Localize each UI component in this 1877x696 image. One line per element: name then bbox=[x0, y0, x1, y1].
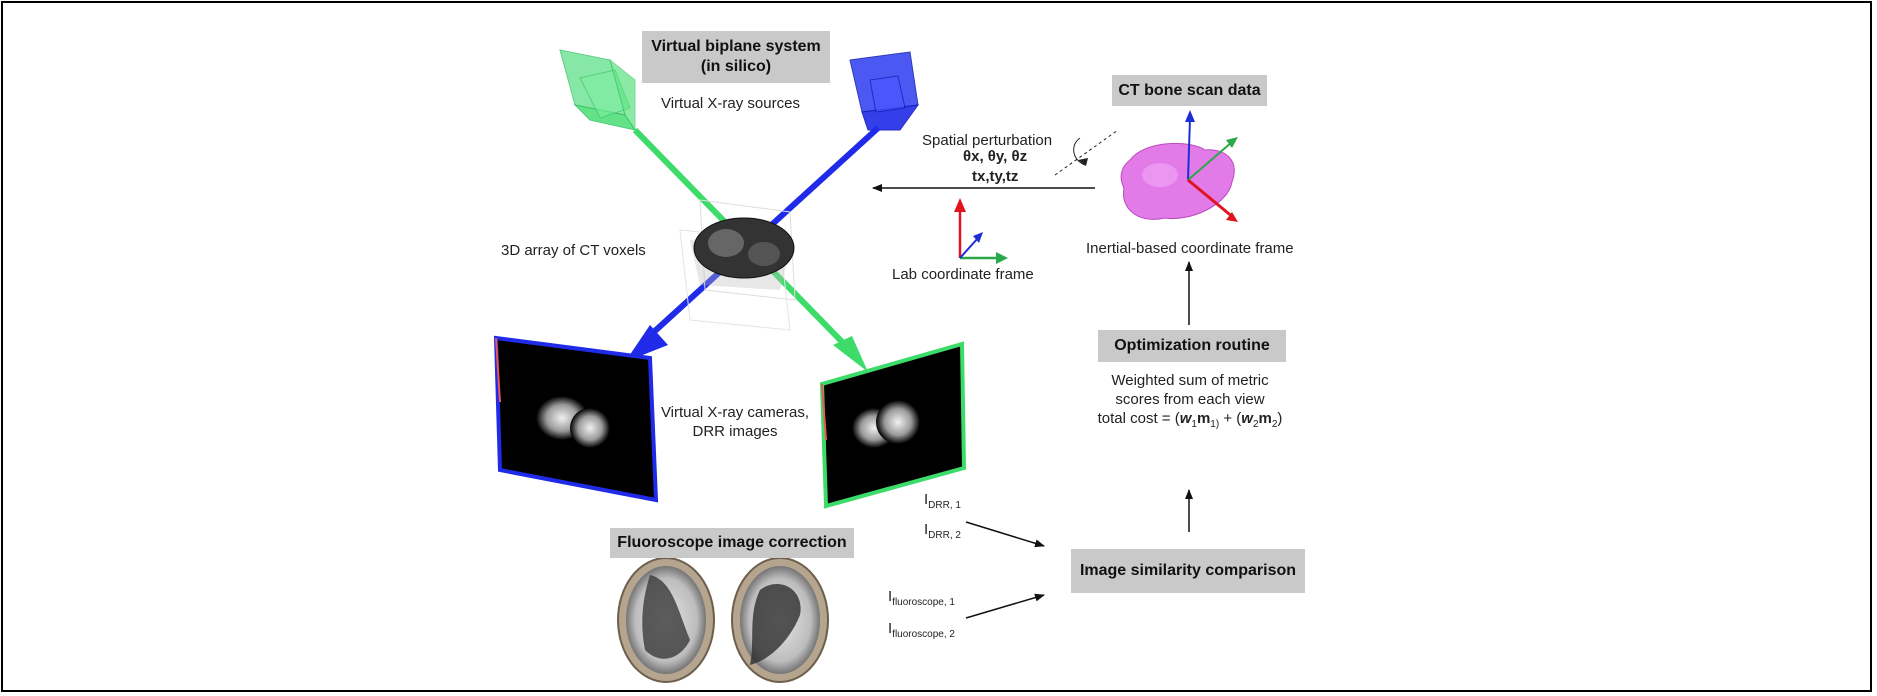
metric-1: m bbox=[1196, 410, 1211, 427]
cost-mid: + ( bbox=[1219, 410, 1242, 427]
ct-voxels-label: 3D array of CT voxels bbox=[501, 242, 646, 259]
green-xray-source-icon bbox=[559, 49, 637, 132]
left-drr-detector bbox=[493, 335, 659, 503]
metric-2-sub: 2 bbox=[1271, 419, 1278, 430]
cameras-label: Virtual X-ray cameras, DRR images bbox=[655, 403, 815, 441]
ct-bone-model bbox=[1120, 142, 1235, 220]
cost-prefix: total cost = ( bbox=[1097, 410, 1180, 427]
xray-sources-label: Virtual X-ray sources bbox=[661, 95, 800, 112]
weight-1-sub: 1 bbox=[1191, 419, 1197, 430]
similarity-box: Image similarity comparison bbox=[1071, 549, 1305, 593]
blue-beam-arrowhead bbox=[625, 325, 668, 362]
ct-bone-scan-box: CT bone scan data bbox=[1112, 75, 1267, 106]
i-fluoro-2-label: Ifluoroscope, 2 bbox=[888, 619, 955, 644]
lab-frame-axes-icon bbox=[954, 198, 1008, 264]
metric-2: m bbox=[1258, 410, 1272, 427]
i-fluoro-1-sub: fluoroscope, 1 bbox=[892, 597, 955, 608]
cost-suffix: ) bbox=[1277, 410, 1283, 427]
i-drr-2-sub: DRR, 2 bbox=[928, 530, 961, 541]
i-drr-1-label: IDRR, 1 bbox=[924, 490, 961, 515]
i-drr-1-letter: I bbox=[924, 491, 929, 508]
lab-frame-label: Lab coordinate frame bbox=[892, 266, 1034, 283]
weighted-sum-label: Weighted sum of metric scores from each … bbox=[1080, 371, 1300, 434]
total-cost-formula: total cost = (w1m1) + (w2m2) bbox=[1080, 409, 1300, 434]
rotation-params-label: θx, θy, θz bbox=[963, 148, 1028, 165]
fluoroscope-to-similarity-arrow bbox=[965, 593, 1045, 619]
green-beam-arrowhead bbox=[833, 336, 868, 372]
fluoroscope-correction-box: Fluoroscope image correction bbox=[610, 528, 854, 558]
ct-bone-volume bbox=[693, 217, 795, 279]
weight-1: w bbox=[1179, 410, 1192, 427]
optimization-box: Optimization routine bbox=[1098, 330, 1286, 362]
i-drr-2-label: IDRR, 2 bbox=[924, 520, 961, 545]
blue-xray-source-icon bbox=[849, 51, 920, 131]
fluoroscope-image-2 bbox=[731, 557, 829, 683]
i-fluoro-2-sub: fluoroscope, 2 bbox=[892, 629, 955, 640]
translation-params-label: tx,ty,tz bbox=[972, 168, 1019, 185]
weight-2-sub: 2 bbox=[1252, 419, 1259, 430]
virtual-biplane-box: Virtual biplane system (in silico) bbox=[642, 31, 830, 83]
i-fluoro-2-letter: I bbox=[888, 620, 893, 637]
virtual-biplane-subtitle: (in silico) bbox=[700, 58, 772, 75]
i-drr-1-sub: DRR, 1 bbox=[928, 500, 961, 511]
weighted-sum-line2: scores from each view bbox=[1115, 391, 1265, 408]
inertial-frame-label: Inertial-based coordinate frame bbox=[1086, 240, 1294, 257]
weighted-sum-line1: Weighted sum of metric bbox=[1111, 372, 1269, 389]
cameras-label-line2: DRR images bbox=[692, 423, 778, 440]
rotation-indicator-icon bbox=[1054, 129, 1119, 176]
fluoroscope-image-1 bbox=[617, 557, 715, 683]
i-drr-2-letter: I bbox=[924, 521, 929, 538]
ct-voxel-array bbox=[679, 199, 796, 331]
virtual-biplane-title: Virtual biplane system bbox=[651, 38, 821, 55]
spatial-perturbation-label: Spatial perturbation bbox=[922, 132, 1053, 149]
i-fluoro-1-letter: I bbox=[888, 588, 893, 605]
weight-2: w bbox=[1241, 410, 1253, 427]
metric-1-sub: 1) bbox=[1210, 419, 1220, 430]
i-fluoro-1-label: Ifluoroscope, 1 bbox=[888, 587, 955, 612]
right-drr-detector bbox=[819, 341, 967, 509]
cameras-label-line1: Virtual X-ray cameras, bbox=[660, 404, 810, 421]
inertial-axes-icon bbox=[1185, 110, 1238, 222]
drr-to-similarity-arrow bbox=[965, 521, 1045, 548]
